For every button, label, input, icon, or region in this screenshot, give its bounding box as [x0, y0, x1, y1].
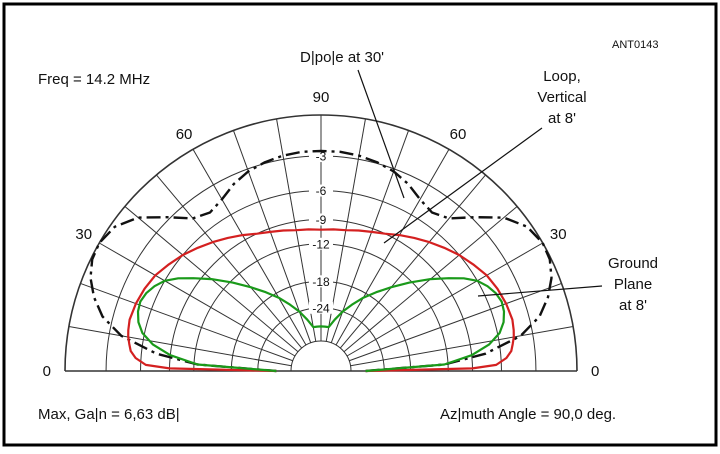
spoke-20	[349, 282, 562, 362]
db-label-bg-4	[309, 275, 333, 288]
callout-ground-line2: Plane	[614, 276, 652, 293]
figure-code: ANT0143	[612, 39, 658, 51]
spoke-60	[335, 149, 450, 346]
spoke-120	[192, 149, 307, 346]
spoke-70	[330, 130, 410, 343]
db-ring-inner	[290, 340, 352, 372]
callout-loop-line2: Vertical	[537, 89, 586, 106]
max-gain-label: Max, Ga|n = 6,63 dB|	[38, 406, 180, 423]
angle-label-60: 60	[450, 126, 467, 143]
db-label-bg-3	[309, 237, 333, 250]
callout-ground-plane: Ground Plane at 8'	[477, 255, 658, 314]
spoke-150	[99, 242, 296, 357]
db-label-bg-1	[309, 184, 333, 197]
callout-dipole-label: D|po|e at 30'	[300, 49, 384, 66]
db-labels: -3 -6 -9 -12 -18 -24	[309, 150, 333, 315]
spoke-10	[350, 326, 574, 367]
db-label-3: -12	[312, 237, 330, 251]
angle-label-0: 0	[591, 363, 599, 380]
spoke-50	[339, 174, 486, 349]
spoke-130	[156, 174, 303, 349]
angle-label-180: 0	[43, 363, 51, 380]
callout-loop-line1: Loop,	[543, 68, 581, 85]
ground-plane-trace	[136, 277, 506, 373]
db-label-2: -9	[316, 213, 327, 227]
dipole-trace	[89, 149, 553, 373]
db-label-bg-2	[309, 213, 333, 226]
db-label-4: -18	[312, 275, 330, 289]
angle-label-90: 90	[313, 89, 330, 106]
border	[2, 2, 718, 447]
callout-loop: Loop, Vertical at 8'	[383, 68, 587, 244]
angle-label-150: 30	[75, 226, 92, 243]
db-label-5: -24	[312, 301, 330, 315]
frequency-label: Freq = 14.2 MHz	[38, 71, 150, 88]
angle-label-120: 60	[176, 126, 193, 143]
angle-label-30: 30	[550, 226, 567, 243]
callout-dipole-leader	[357, 69, 405, 199]
spoke-110	[232, 130, 312, 343]
callout-loop-line3: at 8'	[548, 110, 576, 127]
callout-dipole: D|po|e at 30'	[300, 49, 405, 199]
spoke-30	[346, 242, 543, 357]
callout-ground-leader	[477, 285, 603, 297]
db-label-1: -6	[316, 184, 327, 198]
loop-trace	[127, 228, 515, 373]
db-label-bg-0	[309, 150, 333, 163]
azimuth-label: Az|muth Angle = 90,0 deg.	[440, 406, 616, 423]
callout-ground-line1: Ground	[608, 255, 658, 272]
angle-labels: 0 30 60 90 60 30 0	[43, 89, 600, 380]
callout-ground-line3: at 8'	[619, 297, 647, 314]
spoke-160	[80, 282, 293, 362]
db-label-0: -3	[316, 150, 327, 164]
db-label-bg-5	[309, 301, 333, 314]
spoke-170	[68, 326, 292, 367]
pattern-traces	[89, 149, 553, 373]
callout-loop-leader	[383, 127, 543, 244]
